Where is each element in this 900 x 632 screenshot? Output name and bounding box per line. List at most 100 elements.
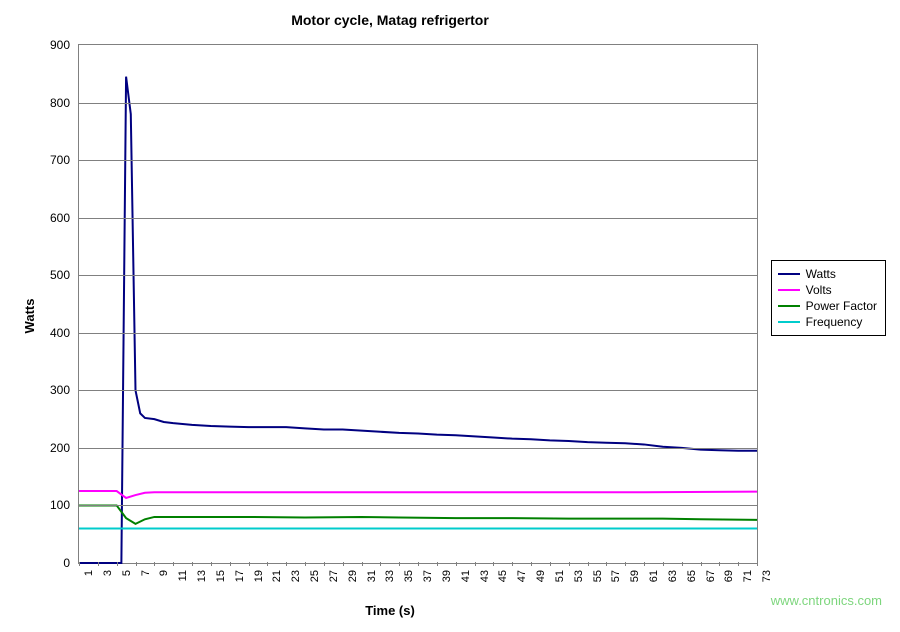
legend-swatch <box>778 321 800 323</box>
x-tick-mark <box>418 562 419 566</box>
y-tick-label: 100 <box>0 498 70 512</box>
y-tick-label: 400 <box>0 326 70 340</box>
x-tick-label: 71 <box>742 570 754 582</box>
x-tick-label: 41 <box>460 570 472 582</box>
x-tick-mark <box>569 562 570 566</box>
y-tick-label: 0 <box>0 556 70 570</box>
x-tick-mark <box>324 562 325 566</box>
chart-title: Motor cycle, Matag refrigertor <box>0 12 780 28</box>
x-tick-label: 59 <box>629 570 641 582</box>
y-tick-label: 200 <box>0 441 70 455</box>
x-tick-label: 1 <box>83 570 95 576</box>
plot-area <box>78 44 758 564</box>
legend-label: Volts <box>806 283 832 297</box>
x-tick-mark <box>267 562 268 566</box>
x-tick-mark <box>249 562 250 566</box>
x-tick-label: 45 <box>497 570 509 582</box>
x-tick-label: 39 <box>441 570 453 582</box>
legend-label: Power Factor <box>806 299 877 313</box>
x-tick-mark <box>79 562 80 566</box>
watermark: www.cntronics.com <box>771 593 882 608</box>
x-tick-label: 35 <box>403 570 415 582</box>
x-tick-label: 17 <box>234 570 246 582</box>
x-tick-label: 73 <box>761 570 773 582</box>
x-tick-mark <box>682 562 683 566</box>
x-tick-mark <box>719 562 720 566</box>
x-tick-mark <box>173 562 174 566</box>
y-tick-label: 800 <box>0 96 70 110</box>
gridline <box>79 448 757 449</box>
gridline <box>79 275 757 276</box>
x-tick-mark <box>286 562 287 566</box>
x-tick-mark <box>192 562 193 566</box>
x-tick-label: 3 <box>102 570 114 576</box>
legend-label: Watts <box>806 267 836 281</box>
x-tick-label: 47 <box>516 570 528 582</box>
y-tick-label: 500 <box>0 268 70 282</box>
x-tick-label: 29 <box>347 570 359 582</box>
gridline <box>79 505 757 506</box>
x-tick-mark <box>625 562 626 566</box>
legend-item: Volts <box>778 283 877 297</box>
x-tick-mark <box>399 562 400 566</box>
x-tick-mark <box>305 562 306 566</box>
legend-item: Power Factor <box>778 299 877 313</box>
x-tick-mark <box>493 562 494 566</box>
y-tick-label: 600 <box>0 211 70 225</box>
x-tick-mark <box>757 562 758 566</box>
x-tick-mark <box>211 562 212 566</box>
x-tick-mark <box>456 562 457 566</box>
legend-label: Frequency <box>806 315 863 329</box>
x-tick-mark <box>380 562 381 566</box>
gridline <box>79 390 757 391</box>
legend-swatch <box>778 305 800 307</box>
legend-item: Frequency <box>778 315 877 329</box>
x-tick-label: 51 <box>554 570 566 582</box>
gridline <box>79 160 757 161</box>
x-tick-mark <box>701 562 702 566</box>
x-tick-label: 25 <box>309 570 321 582</box>
series-watts <box>79 77 757 563</box>
series-volts <box>79 491 757 498</box>
x-tick-mark <box>550 562 551 566</box>
gridline <box>79 333 757 334</box>
x-tick-label: 37 <box>422 570 434 582</box>
x-tick-label: 11 <box>177 570 189 581</box>
y-tick-label: 900 <box>0 38 70 52</box>
x-tick-label: 21 <box>271 570 283 582</box>
x-tick-label: 15 <box>215 570 227 582</box>
x-tick-label: 33 <box>384 570 396 582</box>
x-tick-label: 63 <box>667 570 679 582</box>
x-tick-mark <box>475 562 476 566</box>
x-tick-mark <box>154 562 155 566</box>
x-tick-label: 5 <box>121 570 133 576</box>
x-tick-label: 7 <box>140 570 152 576</box>
x-tick-mark <box>437 562 438 566</box>
x-tick-label: 61 <box>648 570 660 582</box>
legend-swatch <box>778 289 800 291</box>
x-tick-label: 13 <box>196 570 208 582</box>
x-tick-label: 43 <box>479 570 491 582</box>
y-tick-label: 300 <box>0 383 70 397</box>
gridline <box>79 103 757 104</box>
x-tick-mark <box>117 562 118 566</box>
x-tick-mark <box>98 562 99 566</box>
legend-swatch <box>778 273 800 275</box>
series-svg <box>79 45 757 563</box>
x-tick-label: 31 <box>366 570 378 582</box>
x-axis-label: Time (s) <box>0 603 780 618</box>
x-tick-label: 19 <box>253 570 265 582</box>
x-tick-label: 69 <box>723 570 735 582</box>
x-tick-label: 67 <box>705 570 717 582</box>
legend-item: Watts <box>778 267 877 281</box>
series-power-factor <box>79 505 757 523</box>
x-tick-label: 23 <box>290 570 302 582</box>
x-tick-mark <box>738 562 739 566</box>
x-tick-mark <box>230 562 231 566</box>
x-tick-label: 9 <box>158 570 170 576</box>
x-tick-label: 49 <box>535 570 547 582</box>
x-tick-mark <box>362 562 363 566</box>
x-tick-label: 57 <box>610 570 622 582</box>
x-tick-mark <box>343 562 344 566</box>
x-tick-label: 53 <box>573 570 585 582</box>
